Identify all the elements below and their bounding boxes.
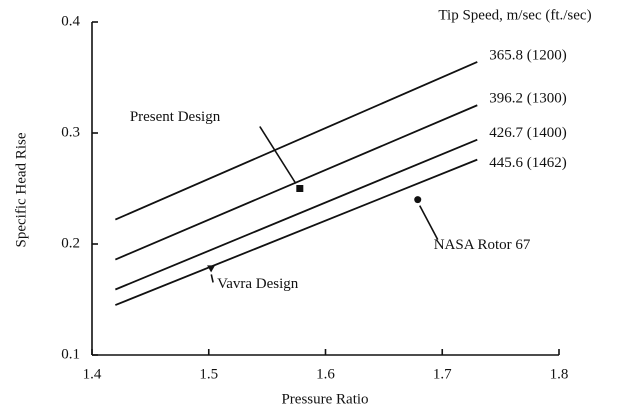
- annotation: Vavra Design: [217, 276, 299, 292]
- x-tick-label: 1.6: [316, 366, 335, 382]
- annotation: Present Design: [130, 109, 221, 125]
- series-label: 365.8 (1200): [489, 47, 567, 63]
- x-tick-label: 1.7: [433, 366, 452, 382]
- marker: [414, 196, 422, 204]
- x-axis-label: Pressure Ratio: [281, 391, 368, 407]
- series-line: [115, 158, 478, 306]
- x-tick-label: 1.8: [550, 366, 569, 382]
- leader-line: [419, 205, 439, 240]
- annotation: NASA Rotor 67: [434, 237, 531, 253]
- y-tick-label: 0.3: [61, 124, 80, 140]
- series-label: 445.6 (1462): [489, 155, 567, 171]
- series-line: [115, 138, 478, 291]
- y-tick-label: 0.2: [61, 235, 80, 251]
- marker: [296, 185, 304, 192]
- y-tick-label: 0.1: [61, 346, 80, 362]
- y-tick-label: 0.4: [61, 13, 80, 29]
- x-tick-label: 1.5: [199, 366, 218, 382]
- leader-line: [259, 126, 297, 184]
- series-line: [114, 61, 478, 221]
- marker: [207, 265, 216, 273]
- series-label: 426.7 (1400): [489, 125, 567, 141]
- leader-line: [210, 274, 214, 283]
- x-tick-label: 1.4: [83, 366, 102, 382]
- series-label: 396.2 (1300): [489, 91, 567, 107]
- legend-title: Tip Speed, m/sec (ft./sec): [438, 7, 591, 23]
- series-line: [114, 104, 478, 261]
- y-axis-label: Specific Head Rise: [13, 132, 29, 247]
